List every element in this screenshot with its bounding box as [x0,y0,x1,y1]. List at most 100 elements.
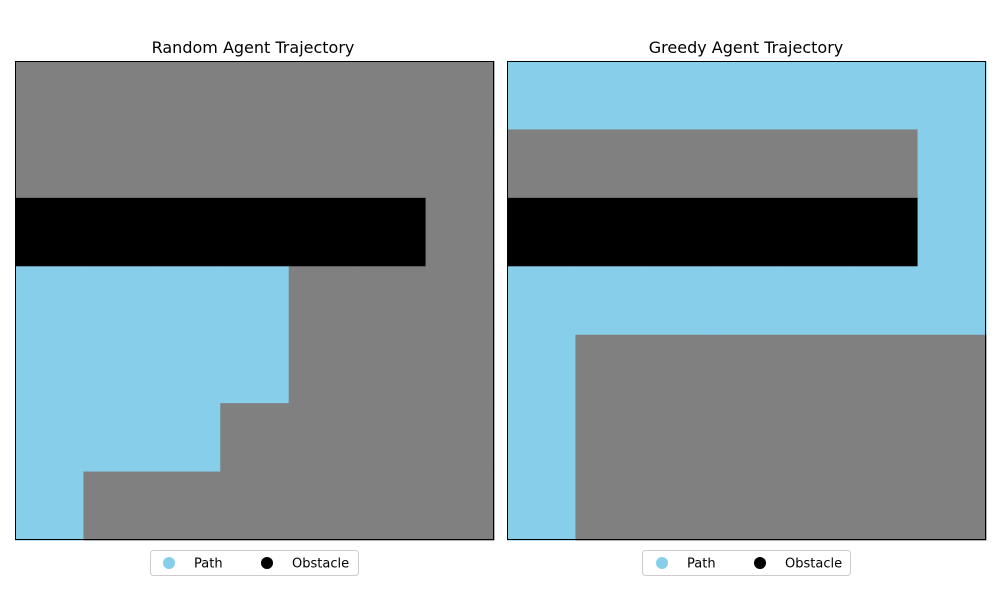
unvisited-cell [643,334,713,404]
unvisited-cell [288,266,358,336]
obstacle-cell [15,197,85,267]
unvisited-cell [288,129,358,199]
path-cell [83,334,153,404]
unvisited-cell [643,403,713,473]
legend-path-marker [163,557,175,569]
obstacle-cell [575,197,645,267]
unvisited-cell [849,403,919,473]
unvisited-cell [575,129,645,199]
greedy-agent-frame [507,61,986,540]
unvisited-cell [425,471,495,541]
unvisited-cell [151,61,221,131]
unvisited-cell [357,61,427,131]
path-cell [917,61,987,131]
unvisited-cell [425,129,495,199]
path-cell [575,61,645,131]
legend-box [642,550,851,576]
obstacle-cell [83,197,153,267]
unvisited-cell [425,266,495,336]
unvisited-cell [425,197,495,267]
random-agent-frame [15,61,494,540]
unvisited-cell [917,334,987,404]
unvisited-cell [643,471,713,541]
legend-obstacle-marker [754,557,766,569]
unvisited-cell [849,471,919,541]
legend-path-label: Path [687,557,716,572]
obstacle-cell [288,197,358,267]
path-cell [643,61,713,131]
unvisited-cell [288,61,358,131]
path-cell [780,266,850,336]
path-cell [849,61,919,131]
path-cell [15,334,85,404]
unvisited-cell [220,129,290,199]
greedy-agent-legend: Path Obstacle [642,550,851,576]
unvisited-cell [357,334,427,404]
obstacle-cell [849,197,919,267]
unvisited-cell [288,471,358,541]
legend-obstacle-label: Obstacle [292,557,349,572]
path-cell [15,266,85,336]
unvisited-cell [849,129,919,199]
obstacle-cell [220,197,290,267]
legend-path-label: Path [194,557,223,572]
greedy-agent-title: Greedy Agent Trajectory [649,38,843,57]
unvisited-cell [780,403,850,473]
unvisited-cell [712,129,782,199]
path-cell [575,266,645,336]
unvisited-cell [425,61,495,131]
path-cell [151,334,221,404]
legend-box [150,550,359,576]
unvisited-cell [849,334,919,404]
path-cell [917,197,987,267]
unvisited-cell [575,471,645,541]
unvisited-cell [151,129,221,199]
obstacle-cell [151,197,221,267]
legend-path-marker [656,557,668,569]
unvisited-cell [780,334,850,404]
unvisited-cell [15,129,85,199]
unvisited-cell [780,471,850,541]
unvisited-cell [357,266,427,336]
path-cell [643,266,713,336]
unvisited-cell [712,403,782,473]
unvisited-cell [357,129,427,199]
unvisited-cell [712,334,782,404]
path-cell [712,266,782,336]
path-cell [151,266,221,336]
path-cell [507,266,577,336]
greedy-agent-panel: Greedy Agent Trajectory Path Obstacle [507,38,987,576]
unvisited-cell [780,129,850,199]
path-cell [83,403,153,473]
obstacle-cell [643,197,713,267]
unvisited-cell [288,403,358,473]
path-cell [15,403,85,473]
path-cell [83,266,153,336]
path-cell [507,61,577,131]
unvisited-cell [15,61,85,131]
legend-obstacle-marker [261,557,273,569]
path-cell [507,403,577,473]
unvisited-cell [220,403,290,473]
unvisited-cell [83,129,153,199]
path-cell [507,334,577,404]
unvisited-cell [712,471,782,541]
unvisited-cell [643,129,713,199]
unvisited-cell [575,334,645,404]
path-cell [917,266,987,336]
greedy-agent-grid [507,61,987,541]
unvisited-cell [220,61,290,131]
path-cell [712,61,782,131]
path-cell [507,471,577,541]
unvisited-cell [357,403,427,473]
unvisited-cell [575,403,645,473]
unvisited-cell [917,403,987,473]
obstacle-cell [507,197,577,267]
path-cell [15,471,85,541]
path-cell [151,403,221,473]
path-cell [849,266,919,336]
unvisited-cell [357,471,427,541]
unvisited-cell [425,403,495,473]
unvisited-cell [83,61,153,131]
